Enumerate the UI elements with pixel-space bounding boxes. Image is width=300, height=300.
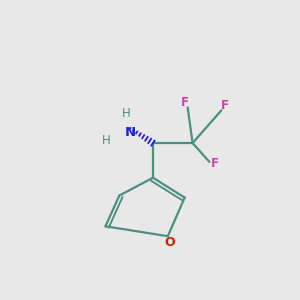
Text: H: H [122, 107, 130, 120]
Text: H: H [102, 134, 111, 147]
Text: N: N [124, 126, 136, 139]
Text: O: O [164, 236, 175, 249]
Text: F: F [211, 157, 219, 170]
Text: F: F [181, 95, 189, 109]
Text: F: F [221, 98, 229, 112]
